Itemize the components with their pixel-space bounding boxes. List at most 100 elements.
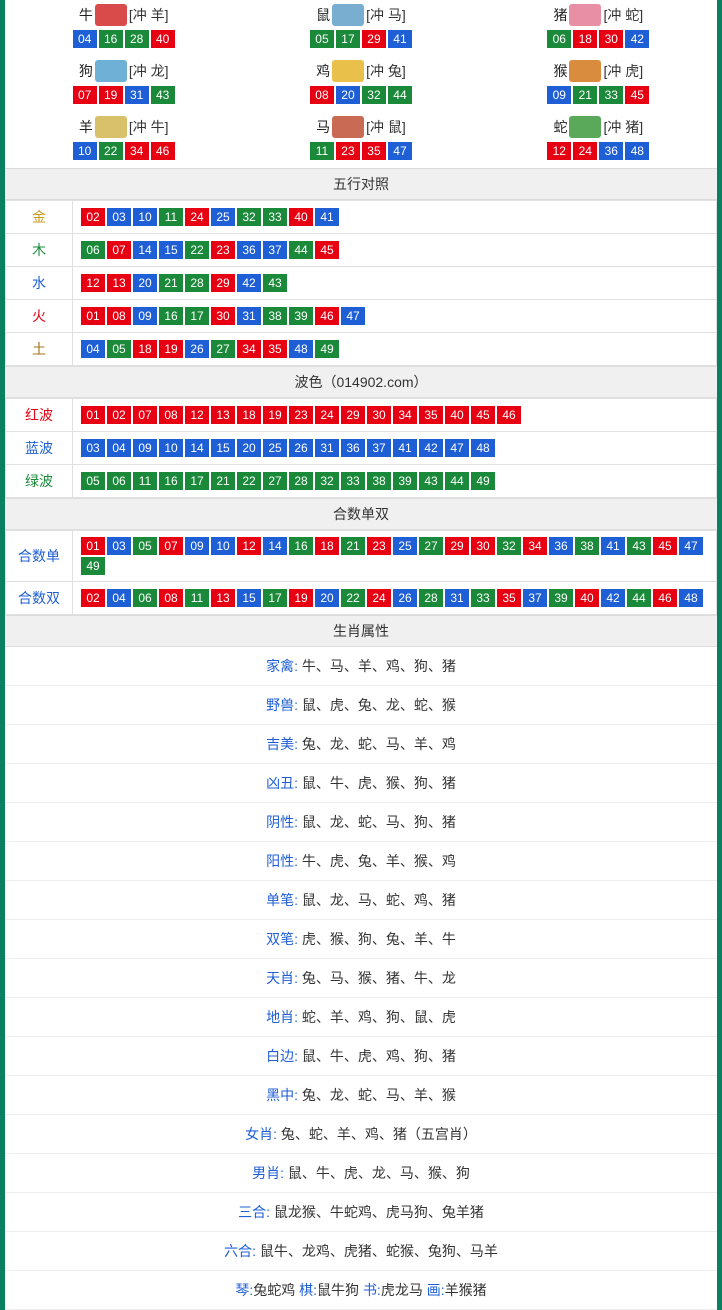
number-badge: 08: [159, 589, 183, 607]
number-badge: 31: [315, 439, 339, 457]
number-badge: 16: [289, 537, 313, 555]
number-badge: 40: [289, 208, 313, 226]
zodiac-name: 牛: [79, 5, 93, 25]
number-badge: 11: [185, 589, 209, 607]
number-badge: 39: [393, 472, 417, 490]
number-badge: 46: [151, 142, 175, 160]
number-badge: 42: [601, 589, 625, 607]
number-badge: 03: [107, 537, 131, 555]
number-badge: 14: [133, 241, 157, 259]
zodiac-conflict: [冲 马]: [366, 5, 406, 25]
number-badge: 45: [625, 86, 649, 104]
row-nums: 0204060811131517192022242628313335373940…: [73, 582, 717, 615]
attr-row: 天肖: 兔、马、猴、猪、牛、龙: [5, 959, 717, 998]
number-badge: 40: [151, 30, 175, 48]
attr-label: 黑中:: [266, 1087, 298, 1103]
zodiac-grid: 牛[冲 羊]04162840鼠[冲 马]05172941猪[冲 蛇]061830…: [5, 0, 717, 168]
number-badge: 48: [625, 142, 649, 160]
attr-row: 白边: 鼠、牛、虎、鸡、狗、猪: [5, 1037, 717, 1076]
number-badge: 22: [185, 241, 209, 259]
attr-footer-label: 棋:: [299, 1282, 317, 1298]
row-nums: 0103050709101214161821232527293032343638…: [73, 531, 717, 582]
number-badge: 41: [388, 30, 412, 48]
row-nums: 02031011242532334041: [73, 201, 717, 234]
attr-footer-label: 琴:: [235, 1282, 253, 1298]
attr-footer-value: 虎龙马: [381, 1282, 427, 1298]
number-badge: 43: [151, 86, 175, 104]
table-row: 木06071415222336374445: [6, 234, 717, 267]
zodiac-nums: 07193143: [5, 86, 242, 104]
zodiac-nums: 08203244: [242, 86, 479, 104]
number-badge: 17: [336, 30, 360, 48]
zodiac-head: 牛[冲 羊]: [5, 4, 242, 26]
number-badge: 11: [159, 208, 183, 226]
number-badge: 06: [81, 241, 105, 259]
number-badge: 36: [599, 142, 623, 160]
row-nums: 0102070812131819232429303435404546: [73, 399, 717, 432]
zodiac-head: 鸡[冲 兔]: [242, 60, 479, 82]
zodiac-conflict: [冲 龙]: [129, 61, 169, 81]
attr-value: 鼠、牛、虎、鸡、狗、猪: [298, 1048, 456, 1064]
attr-label: 阴性:: [266, 814, 298, 830]
number-badge: 24: [573, 142, 597, 160]
attr-label: 地肖:: [266, 1009, 298, 1025]
row-nums: 04051819262734354849: [73, 333, 717, 366]
number-badge: 36: [341, 439, 365, 457]
zodiac-name: 猪: [553, 5, 567, 25]
zodiac-icon: [95, 60, 127, 82]
zodiac-name: 狗: [79, 61, 93, 81]
number-badge: 44: [388, 86, 412, 104]
number-badge: 47: [445, 439, 469, 457]
attr-row: 单笔: 鼠、龙、马、蛇、鸡、猪: [5, 881, 717, 920]
attr-label: 双笔:: [266, 931, 298, 947]
attr-value: 兔、马、猴、猪、牛、龙: [298, 970, 456, 986]
row-label: 蓝波: [6, 432, 73, 465]
zodiac-cell: 牛[冲 羊]04162840: [5, 0, 242, 56]
number-badge: 09: [133, 439, 157, 457]
attr-row: 地肖: 蛇、羊、鸡、狗、鼠、虎: [5, 998, 717, 1037]
number-badge: 45: [315, 241, 339, 259]
number-badge: 45: [471, 406, 495, 424]
attr-label: 野兽:: [266, 697, 298, 713]
number-badge: 49: [315, 340, 339, 358]
attr-label: 三合:: [238, 1204, 270, 1220]
number-badge: 47: [679, 537, 703, 555]
attr-label: 阳性:: [266, 853, 298, 869]
attr-value: 牛、马、羊、鸡、狗、猪: [298, 658, 456, 674]
zodiac-nums: 10223446: [5, 142, 242, 160]
number-badge: 46: [653, 589, 677, 607]
zodiac-cell: 猪[冲 蛇]06183042: [480, 0, 717, 56]
number-badge: 07: [107, 241, 131, 259]
number-badge: 38: [367, 472, 391, 490]
attr-row: 六合: 鼠牛、龙鸡、虎猪、蛇猴、兔狗、马羊: [5, 1232, 717, 1271]
zodiac-conflict: [冲 兔]: [366, 61, 406, 81]
number-badge: 04: [81, 340, 105, 358]
number-badge: 36: [549, 537, 573, 555]
number-badge: 18: [315, 537, 339, 555]
number-badge: 30: [599, 30, 623, 48]
attr-value: 鼠龙猴、牛蛇鸡、虎马狗、兔羊猪: [270, 1204, 484, 1220]
section-head-bose: 波色（014902.com）: [5, 366, 717, 398]
number-badge: 03: [81, 439, 105, 457]
row-nums: 05061116172122272832333839434449: [73, 465, 717, 498]
number-badge: 38: [575, 537, 599, 555]
number-badge: 44: [627, 589, 651, 607]
attr-row: 凶丑: 鼠、牛、虎、猴、狗、猪: [5, 764, 717, 803]
zodiac-head: 狗 [冲 龙]: [5, 60, 242, 82]
number-badge: 29: [211, 274, 235, 292]
table-row: 金02031011242532334041: [6, 201, 717, 234]
number-badge: 01: [81, 406, 105, 424]
zodiac-name: 猴: [553, 61, 567, 81]
zodiac-cell: 蛇[冲 猪]12243648: [480, 112, 717, 168]
number-badge: 23: [367, 537, 391, 555]
number-badge: 14: [185, 439, 209, 457]
number-badge: 12: [547, 142, 571, 160]
number-badge: 34: [125, 142, 149, 160]
section-head-wuxing: 五行对照: [5, 168, 717, 200]
attr-label: 单笔:: [266, 892, 298, 908]
number-badge: 48: [471, 439, 495, 457]
number-badge: 23: [289, 406, 313, 424]
number-badge: 29: [445, 537, 469, 555]
number-badge: 37: [263, 241, 287, 259]
attr-row: 阴性: 鼠、龙、蛇、马、狗、猪: [5, 803, 717, 842]
